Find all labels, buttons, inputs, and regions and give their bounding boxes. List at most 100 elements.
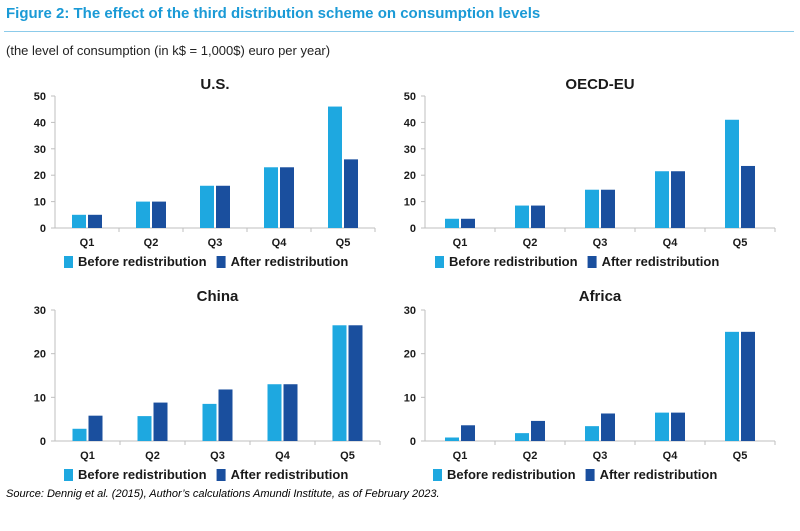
x-tick-label: Q5 <box>733 450 748 462</box>
bar-after-redistribution <box>741 331 755 441</box>
bar-after-redistribution <box>216 185 230 228</box>
source-note: Source: Dennig et al. (2015), Author’s c… <box>6 488 440 500</box>
x-tick-label: Q5 <box>336 237 351 249</box>
y-tick-label: 50 <box>404 91 416 103</box>
bar-before-redistribution <box>445 437 459 441</box>
legend-swatch-after <box>216 256 226 268</box>
legend-swatch-after <box>587 256 597 268</box>
bar-after-redistribution <box>531 205 545 228</box>
bar-after-redistribution <box>218 389 233 441</box>
legend-label-after: After redistribution <box>600 467 718 482</box>
x-tick-label: Q3 <box>210 450 225 462</box>
chart-panel-oecd-eu: OECD-EU 0 10 20 30 40 50 Q1 Q2 Q3 Q4 Q5 Before redis… <box>404 76 776 269</box>
legend-swatch-before <box>64 256 73 268</box>
bar-before-redistribution <box>655 171 669 228</box>
y-tick-label: 30 <box>404 144 416 156</box>
y-tick-label: 20 <box>34 349 46 361</box>
bar-after-redistribution <box>88 415 103 441</box>
chart-panel-china: China 0 10 20 30 Q1 Q2 Q3 Q4 Q5 Before redistribut… <box>34 288 381 482</box>
y-tick-label: 0 <box>40 436 46 448</box>
legend-swatch-after <box>585 469 595 481</box>
bar-before-redistribution <box>267 384 282 441</box>
legend-label-after: After redistribution <box>231 467 349 482</box>
y-tick-label: 20 <box>404 349 416 361</box>
legend-label-before: Before redistribution <box>78 467 207 482</box>
x-tick-label: Q3 <box>593 450 608 462</box>
legend-label-before: Before redistribution <box>78 254 207 269</box>
x-tick-label: Q1 <box>453 450 468 462</box>
bar-before-redistribution <box>725 119 739 228</box>
x-tick-label: Q1 <box>453 237 468 249</box>
bar-after-redistribution <box>88 214 102 228</box>
bar-before-redistribution <box>137 416 152 441</box>
bar-before-redistribution <box>585 426 599 441</box>
bar-after-redistribution <box>152 201 166 228</box>
bar-before-redistribution <box>202 403 217 441</box>
bar-before-redistribution <box>655 412 669 441</box>
bar-after-redistribution <box>671 171 685 228</box>
chart-title: China <box>197 288 239 305</box>
x-tick-label: Q2 <box>523 450 538 462</box>
legend-swatch-before <box>435 256 444 268</box>
y-tick-label: 50 <box>34 91 46 103</box>
bar-after-redistribution <box>344 159 358 228</box>
bar-after-redistribution <box>601 413 615 441</box>
chart-title: OECD-EU <box>565 76 634 93</box>
bar-before-redistribution <box>725 331 739 441</box>
bar-after-redistribution <box>283 384 298 441</box>
x-tick-label: Q4 <box>663 450 679 462</box>
x-tick-label: Q3 <box>593 237 608 249</box>
legend-label-before: Before redistribution <box>449 254 578 269</box>
legend-label-after: After redistribution <box>602 254 720 269</box>
bar-before-redistribution <box>515 433 529 441</box>
bar-after-redistribution <box>531 420 545 441</box>
y-tick-label: 40 <box>34 117 46 129</box>
y-tick-label: 0 <box>410 223 416 235</box>
legend-label-after: After redistribution <box>231 254 349 269</box>
y-tick-label: 30 <box>34 144 46 156</box>
y-tick-label: 30 <box>404 305 416 317</box>
bar-before-redistribution <box>72 214 86 228</box>
y-tick-label: 0 <box>40 223 46 235</box>
y-tick-label: 0 <box>410 436 416 448</box>
y-tick-label: 30 <box>34 305 46 317</box>
x-tick-label: Q1 <box>80 237 95 249</box>
y-tick-label: 10 <box>404 197 416 209</box>
x-tick-label: Q5 <box>340 450 355 462</box>
y-tick-label: 10 <box>34 197 46 209</box>
y-tick-label: 40 <box>404 117 416 129</box>
bar-before-redistribution <box>136 201 150 228</box>
x-tick-label: Q2 <box>523 237 538 249</box>
y-tick-label: 10 <box>404 392 416 404</box>
x-tick-label: Q2 <box>145 450 160 462</box>
y-tick-label: 20 <box>34 170 46 182</box>
chart-title: Africa <box>579 288 622 305</box>
bar-before-redistribution <box>328 106 342 228</box>
y-tick-label: 10 <box>34 392 46 404</box>
bar-before-redistribution <box>445 218 459 228</box>
bar-after-redistribution <box>348 325 363 441</box>
y-tick-label: 20 <box>404 170 416 182</box>
legend-swatch-before <box>64 469 73 481</box>
bar-after-redistribution <box>280 167 294 228</box>
legend-swatch-after <box>216 469 226 481</box>
bar-after-redistribution <box>461 425 475 441</box>
figure-title: Figure 2: The effect of the third distri… <box>6 5 541 22</box>
chart-panel-us: U.S. 0 10 20 30 40 50 Q1 Q2 Q3 Q4 Q5 Before redistri… <box>34 76 376 269</box>
x-tick-label: Q5 <box>733 237 748 249</box>
bar-before-redistribution <box>585 189 599 228</box>
legend-swatch-before <box>433 469 442 481</box>
bar-after-redistribution <box>741 165 755 228</box>
bar-before-redistribution <box>264 167 278 228</box>
bar-before-redistribution <box>332 325 347 441</box>
chart-panel-africa: Africa 0 10 20 30 Q1 Q2 Q3 Q4 Q5 Before redistribu… <box>404 288 776 482</box>
x-tick-label: Q1 <box>80 450 95 462</box>
bar-before-redistribution <box>200 185 214 228</box>
bar-after-redistribution <box>671 412 685 441</box>
bar-after-redistribution <box>153 402 168 441</box>
chart-title: U.S. <box>200 76 229 93</box>
x-tick-label: Q4 <box>275 450 291 462</box>
bar-before-redistribution <box>72 428 87 441</box>
bar-before-redistribution <box>515 205 529 228</box>
x-tick-label: Q3 <box>208 237 223 249</box>
